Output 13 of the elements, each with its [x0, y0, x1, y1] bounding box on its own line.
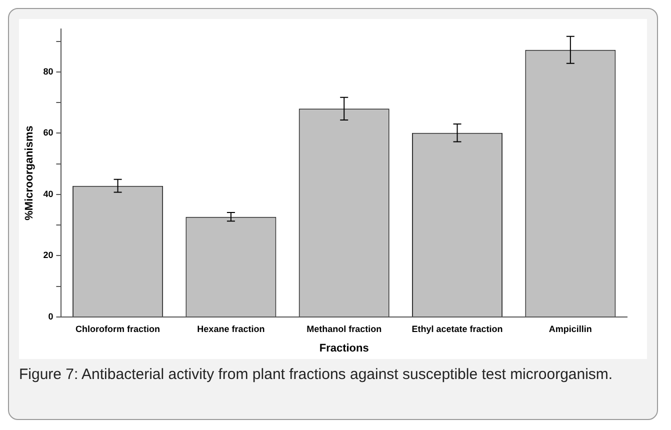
y-tick-label: 80 — [43, 66, 54, 76]
y-axis-title: %Microorganisms — [24, 126, 36, 220]
y-tick-label: 60 — [43, 128, 54, 138]
x-tick-label: Methanol fraction — [306, 324, 382, 334]
caption: Figure 7: Antibacterial activity from plant fractions against susceptible test microorganism. — [18, 365, 614, 385]
x-axis-title: Fractions — [319, 342, 369, 354]
y-tick-label: 0 — [48, 311, 54, 322]
x-tick-label: Ethyl acetate fraction — [412, 324, 503, 334]
y-tick-label: 40 — [43, 188, 54, 199]
x-tick-label: Ampicillin — [548, 324, 592, 334]
x-tick-label: Chloroform fraction — [76, 324, 160, 334]
y-tick-label: 20 — [43, 250, 54, 260]
x-tick-label: Hexane fraction — [197, 324, 265, 334]
